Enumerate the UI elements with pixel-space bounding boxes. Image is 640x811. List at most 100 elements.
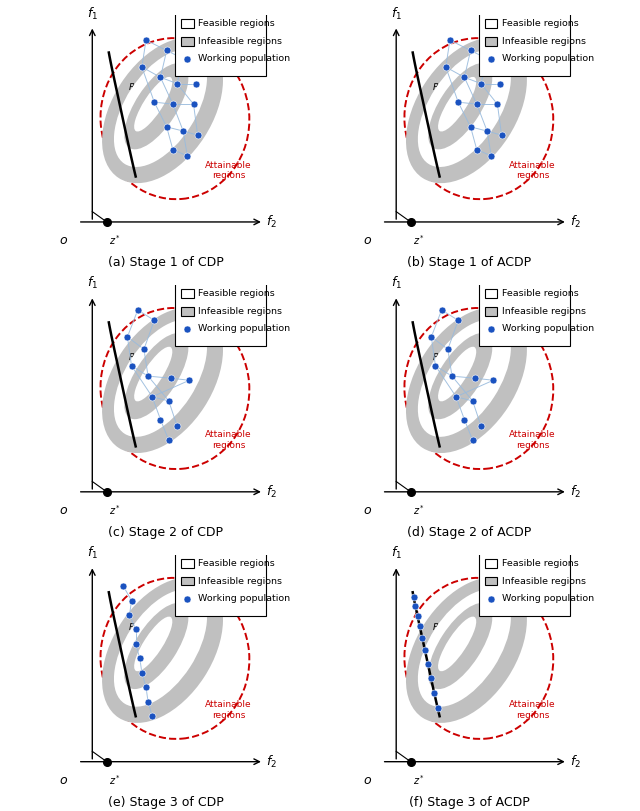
- Text: Working population: Working population: [198, 594, 290, 603]
- Bar: [485, 577, 497, 586]
- Ellipse shape: [406, 307, 527, 453]
- Text: Feasible regions: Feasible regions: [502, 19, 579, 28]
- Text: Infeasible regions: Infeasible regions: [198, 307, 282, 315]
- Bar: [181, 290, 193, 298]
- Ellipse shape: [114, 590, 207, 706]
- Text: Working population: Working population: [502, 324, 594, 333]
- Text: $f_2$: $f_2$: [570, 753, 580, 770]
- Ellipse shape: [124, 333, 188, 419]
- Text: Feasible regions: Feasible regions: [502, 559, 579, 568]
- Text: $z^*$: $z^*$: [413, 234, 425, 247]
- Ellipse shape: [418, 590, 511, 706]
- Text: $z^*$: $z^*$: [109, 503, 121, 517]
- Text: Working population: Working population: [502, 594, 594, 603]
- Text: $o$: $o$: [59, 504, 68, 517]
- Text: Attainable
regions: Attainable regions: [509, 161, 556, 180]
- Ellipse shape: [438, 77, 476, 131]
- Ellipse shape: [418, 49, 511, 167]
- Text: $f_1$: $f_1$: [390, 275, 402, 291]
- Bar: [485, 37, 497, 45]
- Ellipse shape: [438, 347, 476, 401]
- Text: Attainable
regions: Attainable regions: [509, 431, 556, 450]
- Text: $o$: $o$: [59, 774, 68, 787]
- Ellipse shape: [134, 347, 172, 401]
- FancyBboxPatch shape: [175, 281, 266, 346]
- Ellipse shape: [114, 320, 207, 437]
- Ellipse shape: [428, 63, 492, 149]
- Ellipse shape: [102, 37, 223, 183]
- Text: Working population: Working population: [198, 54, 290, 63]
- Text: $o$: $o$: [59, 234, 68, 247]
- Text: Feasible regions: Feasible regions: [198, 19, 275, 28]
- Text: Attainable
regions: Attainable regions: [205, 701, 252, 719]
- Ellipse shape: [102, 577, 223, 723]
- Ellipse shape: [124, 603, 188, 689]
- Text: $f_1$: $f_1$: [87, 545, 98, 561]
- Ellipse shape: [438, 616, 476, 672]
- Text: $f_2$: $f_2$: [266, 214, 277, 230]
- Text: $f_2$: $f_2$: [570, 214, 580, 230]
- Text: (f) Stage 3 of ACDP: (f) Stage 3 of ACDP: [409, 796, 530, 809]
- Text: Infeasible regions: Infeasible regions: [502, 307, 586, 315]
- Text: Feasible regions: Feasible regions: [198, 290, 275, 298]
- Text: $z^*$: $z^*$: [413, 773, 425, 787]
- Text: Infeasible regions: Infeasible regions: [198, 36, 282, 46]
- Text: Real PF: Real PF: [129, 353, 163, 362]
- Bar: [485, 560, 497, 568]
- Text: Real PF: Real PF: [433, 84, 467, 92]
- FancyBboxPatch shape: [479, 281, 570, 346]
- Text: $f_1$: $f_1$: [87, 275, 98, 291]
- Text: Infeasible regions: Infeasible regions: [198, 577, 282, 586]
- Bar: [485, 19, 497, 28]
- Text: Real PF: Real PF: [129, 84, 163, 92]
- FancyBboxPatch shape: [479, 11, 570, 76]
- Ellipse shape: [102, 307, 223, 453]
- Ellipse shape: [134, 616, 172, 672]
- Bar: [485, 307, 497, 315]
- Text: (a) Stage 1 of CDP: (a) Stage 1 of CDP: [108, 256, 223, 269]
- Text: Real PF: Real PF: [129, 623, 163, 632]
- Text: $f_1$: $f_1$: [390, 6, 402, 22]
- Ellipse shape: [134, 77, 172, 131]
- Text: $f_2$: $f_2$: [266, 484, 277, 500]
- Ellipse shape: [406, 577, 527, 723]
- Text: Attainable
regions: Attainable regions: [205, 431, 252, 450]
- Text: $o$: $o$: [363, 774, 372, 787]
- Text: $f_1$: $f_1$: [87, 6, 98, 22]
- Text: (d) Stage 2 of ACDP: (d) Stage 2 of ACDP: [408, 526, 532, 539]
- Bar: [181, 307, 193, 315]
- Text: Working population: Working population: [502, 54, 594, 63]
- Text: $f_2$: $f_2$: [266, 753, 277, 770]
- Ellipse shape: [406, 37, 527, 183]
- Bar: [181, 577, 193, 586]
- Text: Attainable
regions: Attainable regions: [205, 161, 252, 180]
- Text: Infeasible regions: Infeasible regions: [502, 36, 586, 46]
- Text: Real PF: Real PF: [433, 623, 467, 632]
- FancyBboxPatch shape: [479, 551, 570, 616]
- Bar: [181, 19, 193, 28]
- Text: Real PF: Real PF: [433, 353, 467, 362]
- Ellipse shape: [124, 63, 188, 149]
- Text: $z^*$: $z^*$: [109, 234, 121, 247]
- Text: $f_2$: $f_2$: [570, 484, 580, 500]
- Text: (e) Stage 3 of CDP: (e) Stage 3 of CDP: [108, 796, 223, 809]
- Text: Working population: Working population: [198, 324, 290, 333]
- Bar: [485, 290, 497, 298]
- Text: (b) Stage 1 of ACDP: (b) Stage 1 of ACDP: [408, 256, 532, 269]
- Text: $o$: $o$: [363, 504, 372, 517]
- FancyBboxPatch shape: [175, 11, 266, 76]
- Text: $z^*$: $z^*$: [109, 773, 121, 787]
- Bar: [181, 37, 193, 45]
- Text: Attainable
regions: Attainable regions: [509, 701, 556, 719]
- Text: $o$: $o$: [363, 234, 372, 247]
- Text: $z^*$: $z^*$: [413, 503, 425, 517]
- Text: $f_1$: $f_1$: [390, 545, 402, 561]
- Ellipse shape: [114, 49, 207, 167]
- Ellipse shape: [418, 320, 511, 437]
- Ellipse shape: [428, 603, 492, 689]
- Text: Infeasible regions: Infeasible regions: [502, 577, 586, 586]
- Ellipse shape: [428, 333, 492, 419]
- Text: Feasible regions: Feasible regions: [198, 559, 275, 568]
- Bar: [181, 560, 193, 568]
- Text: Feasible regions: Feasible regions: [502, 290, 579, 298]
